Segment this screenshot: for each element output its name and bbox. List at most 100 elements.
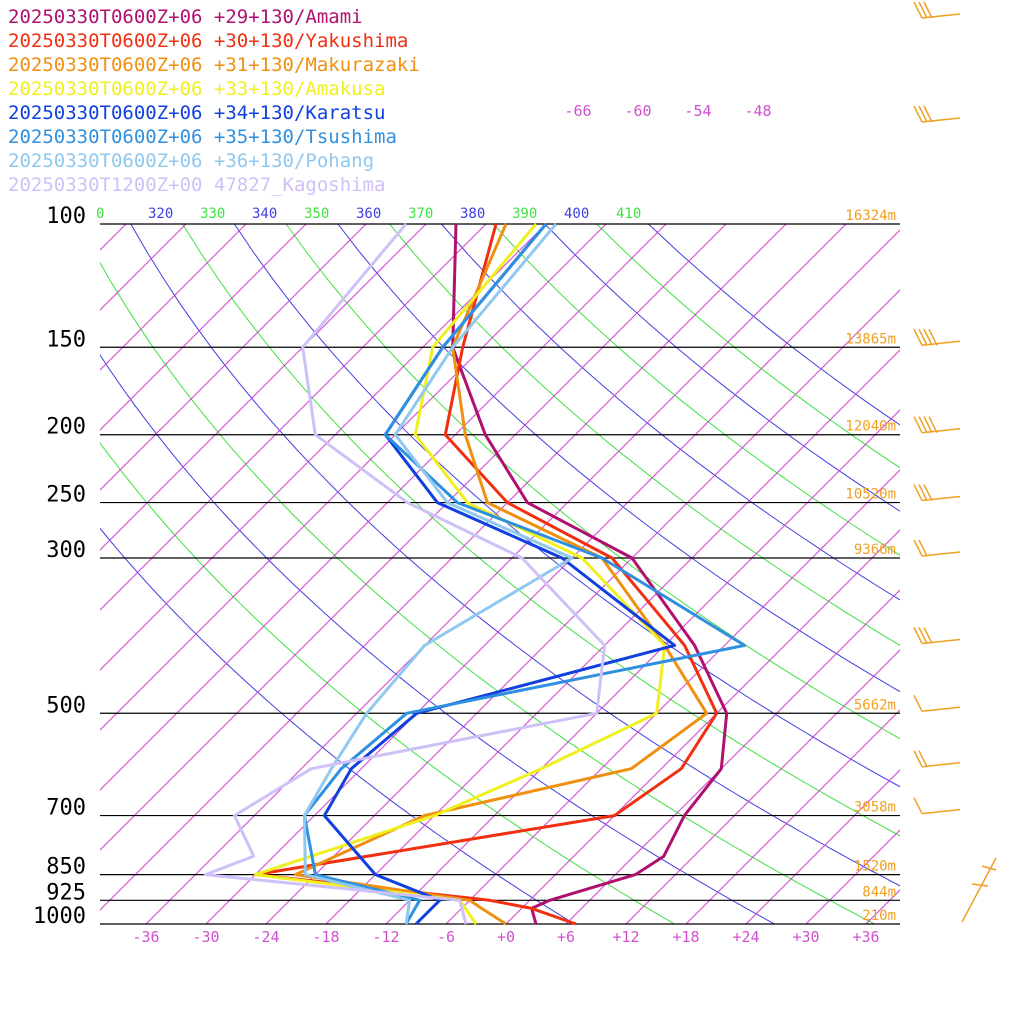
isotherm-line — [986, 224, 1024, 924]
sounding-lines — [203, 223, 747, 926]
legend-entry-5: 20250330T0600Z+06 +34+130/Karatsu — [8, 102, 386, 124]
pressure-label: 200 — [46, 415, 86, 440]
isotherm-line — [100, 224, 307, 431]
legend-entry-4: 20250330T0600Z+06 +33+130/Amakusa — [8, 78, 386, 100]
legend-entry-6: 20250330T0600Z+06 +35+130/Tsushima — [8, 126, 397, 148]
wind-barb — [913, 797, 961, 815]
wind-barb — [913, 416, 961, 434]
height-label: 1520m — [854, 859, 896, 875]
theta-label: 400 — [564, 206, 589, 222]
isotherm-line — [145, 224, 847, 924]
theta-label: 340 — [252, 206, 277, 222]
upper-temperature-label: -48 — [744, 102, 771, 120]
temperature-tick-label: +30 — [792, 928, 819, 946]
isotherm-line — [100, 224, 367, 491]
isotherm-line — [625, 649, 900, 924]
temperature-tick-label: -24 — [252, 928, 279, 946]
height-label: 844m — [862, 884, 896, 900]
wind-barbs — [913, 1, 997, 923]
temperature-tick-label: -30 — [192, 928, 219, 946]
height-label: 12040m — [845, 419, 896, 435]
legend: 20250330T0600Z+06 +29+130/Amami20250330T… — [8, 6, 420, 196]
dry-adiabat-line — [544, 224, 900, 512]
theta-label: 390 — [512, 206, 537, 222]
legend-entry-1: 20250330T0600Z+06 +29+130/Amami — [8, 6, 363, 28]
temperature-tick-label: -12 — [372, 928, 399, 946]
sounding-line-2 — [253, 223, 719, 926]
wind-barb — [961, 857, 997, 923]
legend-entry-8: 20250330T1200Z+00 47827_Kagoshima — [8, 174, 386, 196]
theta-label: 350 — [304, 206, 329, 222]
pressure-label: 300 — [46, 538, 86, 563]
isotherm-line — [926, 224, 1024, 924]
isotherm-line — [100, 224, 607, 731]
dry-adiabat-line — [596, 224, 900, 469]
wind-barb — [913, 694, 961, 713]
isotherm-line — [385, 409, 900, 924]
dry-adiabat-line — [648, 224, 900, 426]
isotherm-line — [805, 829, 900, 924]
isotherm-line — [865, 889, 900, 924]
dry-adiabat-line — [100, 442, 675, 924]
legend-entry-7: 20250330T0600Z+06 +36+130/Pohang — [8, 150, 374, 172]
height-label: 5662m — [854, 697, 896, 713]
height-label: 3058m — [854, 800, 896, 816]
theta-label: 0 — [96, 206, 104, 222]
sounding-line-8 — [203, 223, 607, 925]
upper-temperature-labels: -66 -60 -54 -48 — [564, 102, 771, 120]
theta-label: 380 — [460, 206, 485, 222]
pressure-label: 500 — [46, 693, 86, 718]
temperature-tick-label: +36 — [852, 928, 879, 946]
isotherm-line — [745, 769, 900, 924]
theta-label: 410 — [616, 206, 641, 222]
isotherm-line — [265, 289, 900, 924]
theta-label: 370 — [408, 206, 433, 222]
dry-adiabat-line — [182, 224, 900, 837]
isotherm-line — [100, 224, 187, 311]
wind-barb — [913, 627, 961, 645]
isotherm-line — [100, 224, 667, 791]
dry-adiabat-line — [492, 224, 900, 556]
height-label: 9366m — [854, 542, 896, 558]
wind-barb — [913, 328, 961, 347]
temperature-tick-label: +18 — [672, 928, 699, 946]
dry-adiabat-line — [100, 527, 575, 924]
wind-barb — [913, 1, 961, 19]
pressure-label: 700 — [46, 796, 86, 821]
isotherm-line — [100, 224, 547, 671]
sounding-line-7 — [302, 223, 574, 925]
isotherm-line — [205, 229, 900, 924]
pressure-label: 100 — [46, 204, 86, 229]
isotherm-line — [100, 224, 487, 611]
upper-temperature-label: -66 — [564, 102, 591, 120]
dry-adiabats — [100, 224, 900, 924]
temperature-tick-label: -6 — [437, 928, 455, 946]
theta-labels: 0 320 330 340 350 360 370 380 390 400 410 — [96, 206, 641, 222]
sounding-line-5 — [322, 223, 677, 926]
isotherm-line — [685, 709, 900, 924]
sounding-line-4 — [253, 223, 667, 925]
legend-entry-2: 20250330T0600Z+06 +30+130/Yakushima — [8, 30, 408, 52]
height-label: 13865m — [845, 331, 896, 347]
dry-adiabat-line — [389, 224, 900, 646]
pressure-label: 925 — [46, 880, 86, 905]
isotherm-line — [565, 589, 900, 924]
pressure-label: 150 — [46, 327, 86, 352]
theta-label: 330 — [200, 206, 225, 222]
isotherm-line — [100, 224, 727, 851]
pressure-label: 250 — [46, 483, 86, 508]
height-label: 16324m — [845, 208, 896, 224]
height-labels: 16324m 13865m 12040m 10520m 9366m 5662m 3058m 1… — [845, 208, 896, 924]
temperature-tick-label: -36 — [132, 928, 159, 946]
isotherm-line — [325, 349, 900, 924]
temperature-tick-label: +12 — [612, 928, 639, 946]
upper-temperature-label: -54 — [684, 102, 711, 120]
temperature-axis-labels: -36 -30 -24 -18 -12 -6 +0 +6 +12 +18 +24 +30 +36 — [132, 928, 879, 946]
theta-label: 360 — [356, 206, 381, 222]
wind-barb — [913, 750, 961, 768]
legend-entry-3: 20250330T0600Z+06 +31+130/Makurazaki — [8, 54, 420, 76]
temperature-tick-label: +24 — [732, 928, 759, 946]
isotherm-line — [0, 224, 6, 924]
